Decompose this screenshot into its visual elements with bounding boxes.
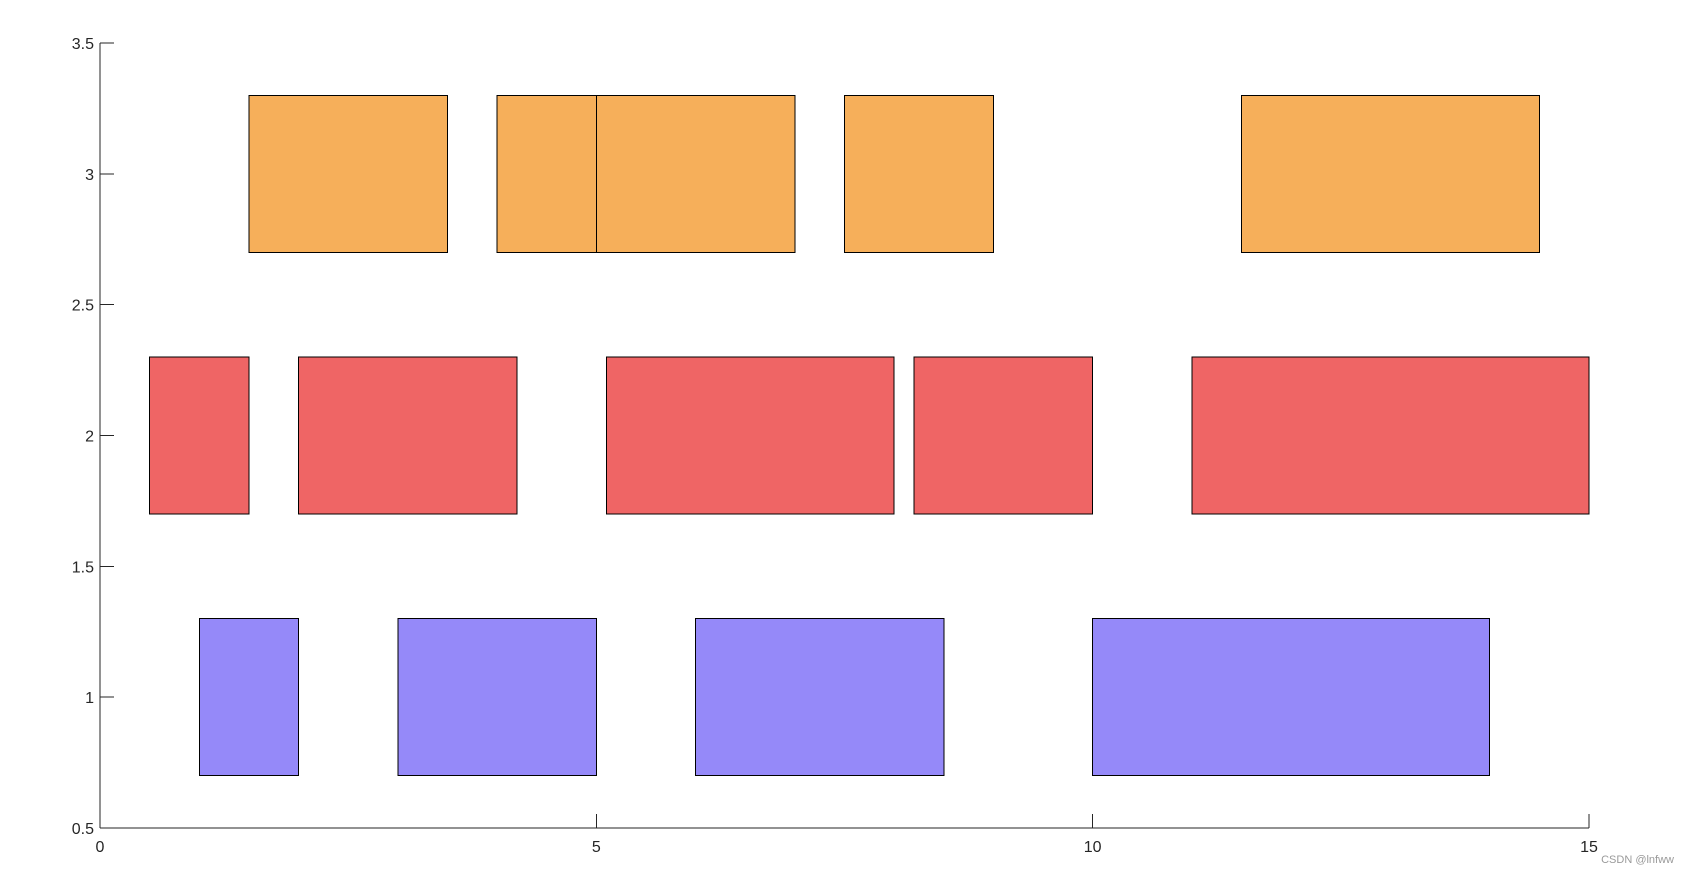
y-tick-label: 2	[85, 429, 94, 446]
bar-row1-4	[1092, 618, 1491, 777]
y-tick-label: 3.5	[72, 36, 94, 53]
x-tick-label: 10	[1084, 839, 1102, 856]
bar-row3-2	[496, 94, 597, 253]
bar-row2-1	[149, 356, 250, 515]
bar-row2-3	[605, 356, 895, 515]
bar-row3-5	[1241, 94, 1540, 253]
bar-row2-4	[913, 356, 1094, 515]
y-tick-label: 3	[85, 167, 94, 184]
bar-row3-1	[248, 94, 448, 253]
bar-row1-3	[695, 618, 945, 777]
bar-row1-2	[397, 618, 597, 777]
bar-row3-4	[844, 94, 994, 253]
bar-row3-3	[595, 94, 796, 253]
y-tick-label: 2.5	[72, 298, 94, 315]
x-tick-label: 15	[1580, 839, 1598, 856]
x-tick-label: 0	[96, 839, 105, 856]
bar-row2-5	[1191, 356, 1590, 515]
bar-row2-2	[298, 356, 518, 515]
x-tick-label: 5	[592, 839, 601, 856]
axes-layer: 0 5 10 15 0.5 1 1.5 2 2.5 3 3.5	[72, 36, 1598, 856]
y-tick-label: 1	[85, 690, 94, 707]
watermark: CSDN @lnfww	[1601, 854, 1674, 866]
bars-layer	[149, 94, 1590, 777]
y-tick-label: 1.5	[72, 559, 94, 576]
bar-row1-1	[198, 618, 300, 777]
y-tick-label: 0.5	[72, 821, 94, 838]
